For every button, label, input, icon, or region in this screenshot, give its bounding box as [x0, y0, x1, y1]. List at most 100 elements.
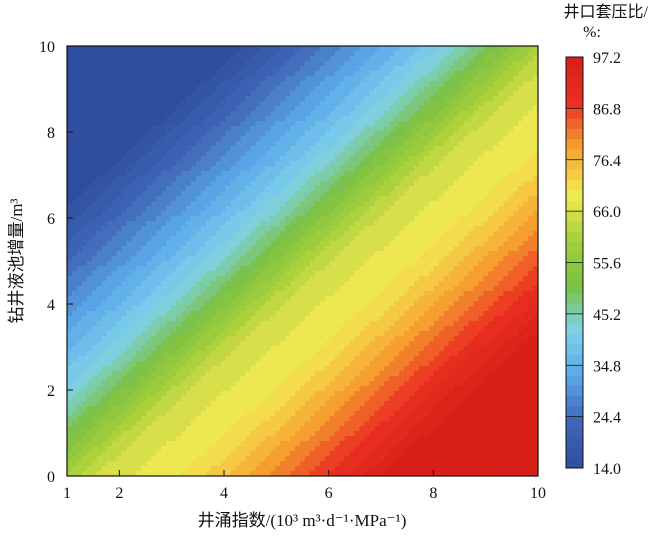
- contour-cell: [176, 126, 182, 132]
- contour-cell: [235, 381, 242, 387]
- contour-cell: [295, 101, 301, 107]
- contour-cell: [344, 361, 351, 367]
- contour-cell: [146, 96, 152, 102]
- contour-cell: [185, 66, 192, 72]
- contour-cell: [300, 181, 306, 187]
- contour-cell: [225, 146, 232, 152]
- contour-cell: [126, 396, 133, 402]
- contour-cell: [67, 396, 73, 402]
- contour-cell: [151, 121, 157, 127]
- contour-cell: [319, 311, 326, 317]
- contour-cell: [275, 421, 281, 427]
- contour-cell: [76, 56, 83, 62]
- contour-cell: [309, 56, 316, 62]
- contour-cell: [126, 401, 133, 407]
- contour-cell: [71, 266, 78, 272]
- contour-cell: [245, 176, 252, 182]
- contour-cell: [190, 186, 197, 192]
- contour-cell: [260, 386, 266, 392]
- contour-cell: [101, 261, 108, 267]
- contour-cell: [71, 381, 78, 387]
- contour-cell: [245, 156, 252, 162]
- contour-cell: [295, 211, 301, 217]
- contour-cell: [67, 416, 73, 422]
- contour-cell: [324, 201, 331, 207]
- contour-cell: [290, 411, 296, 417]
- contour-cell: [265, 181, 271, 187]
- contour-cell: [101, 396, 108, 402]
- contour-cell: [176, 131, 182, 137]
- contour-cell: [81, 321, 88, 327]
- contour-cell: [344, 256, 351, 262]
- contour-cell: [235, 221, 242, 227]
- contour-cell: [285, 411, 291, 417]
- contour-cell: [220, 296, 227, 302]
- contour-cell: [205, 401, 212, 407]
- contour-cell: [111, 251, 118, 257]
- contour-cell: [314, 246, 321, 252]
- contour-cell: [136, 226, 142, 232]
- contour-cell: [270, 306, 276, 312]
- contour-cell: [260, 276, 266, 282]
- contour-cell: [71, 371, 78, 377]
- contour-cell: [86, 316, 93, 322]
- contour-cell: [309, 81, 316, 87]
- contour-cell: [300, 356, 306, 362]
- contour-cell: [235, 146, 242, 152]
- contour-cell: [166, 246, 172, 252]
- contour-cell: [156, 176, 162, 182]
- contour-cell: [151, 196, 157, 202]
- contour-cell: [300, 421, 306, 427]
- contour-cell: [96, 136, 103, 142]
- contour-cell: [146, 206, 152, 212]
- contour-cell: [339, 286, 346, 292]
- contour-cell: [220, 101, 227, 107]
- contour-cell: [116, 206, 123, 212]
- contour-cell: [309, 116, 316, 122]
- contour-cell: [101, 366, 108, 372]
- contour-cell: [171, 151, 177, 157]
- contour-cell: [190, 261, 197, 267]
- contour-cell: [240, 66, 247, 72]
- contour-cell: [195, 46, 202, 52]
- contour-cell: [190, 446, 197, 452]
- contour-cell: [136, 466, 142, 472]
- contour-cell: [314, 191, 321, 197]
- contour-cell: [319, 221, 326, 227]
- contour-cell: [300, 396, 306, 402]
- contour-cell: [96, 71, 103, 77]
- contour-cell: [171, 226, 177, 232]
- contour-cell: [250, 416, 256, 422]
- contour-cell: [295, 121, 301, 127]
- contour-cell: [280, 231, 286, 237]
- contour-cell: [131, 151, 138, 157]
- contour-cell: [111, 366, 118, 372]
- contour-cell: [270, 261, 276, 267]
- contour-cell: [141, 166, 147, 172]
- contour-cell: [225, 351, 232, 357]
- contour-cell: [91, 96, 98, 102]
- contour-cell: [240, 311, 247, 317]
- contour-cell: [344, 366, 351, 372]
- contour-cell: [166, 226, 172, 232]
- contour-cell: [111, 156, 118, 162]
- contour-cell: [280, 116, 286, 122]
- contour-cell: [215, 406, 222, 412]
- contour-cell: [220, 281, 227, 287]
- contour-cell: [111, 246, 118, 252]
- contour-cell: [295, 316, 301, 322]
- contour-cell: [200, 241, 207, 247]
- contour-cell: [215, 361, 222, 367]
- contour-cell: [314, 56, 321, 62]
- contour-cell: [220, 76, 227, 82]
- contour-cell: [111, 111, 118, 117]
- contour-cell: [146, 141, 152, 147]
- contour-cell: [319, 71, 326, 77]
- contour-cell: [349, 216, 356, 222]
- contour-cell: [161, 416, 167, 422]
- contour-cell: [304, 346, 311, 352]
- contour-cell: [151, 286, 157, 292]
- contour-cell: [181, 346, 187, 352]
- contour-cell: [255, 191, 261, 197]
- contour-cell: [235, 371, 242, 377]
